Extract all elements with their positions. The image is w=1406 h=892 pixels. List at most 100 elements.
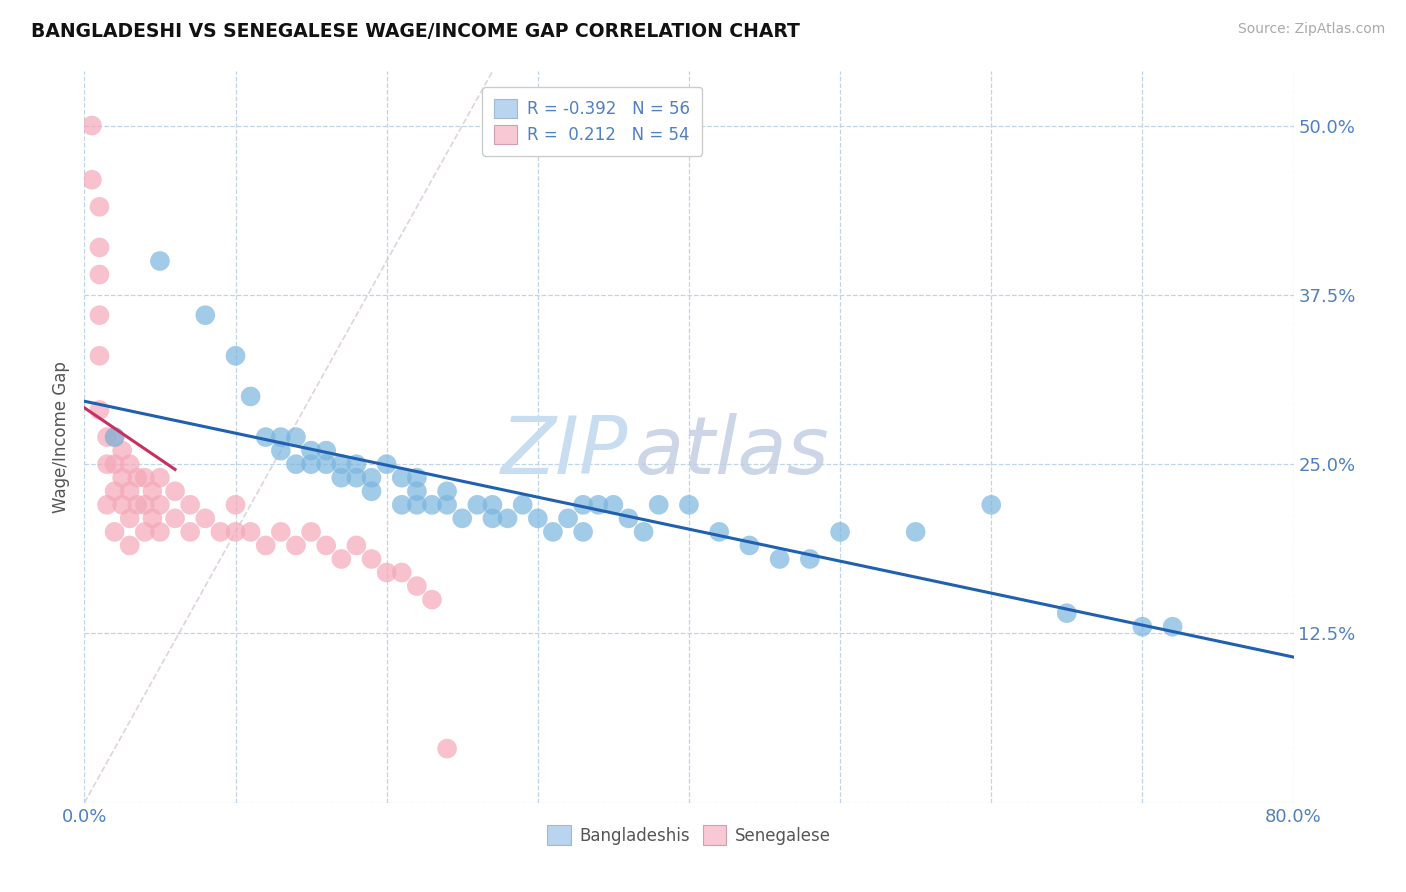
Point — [496, 511, 519, 525]
Point — [225, 349, 247, 363]
Point — [375, 457, 398, 471]
Point — [134, 524, 156, 539]
Point — [111, 498, 134, 512]
Point — [141, 511, 163, 525]
Point — [572, 524, 595, 539]
Point — [769, 552, 792, 566]
Point — [572, 498, 595, 512]
Point — [239, 389, 262, 403]
Point — [104, 524, 127, 539]
Point — [541, 524, 564, 539]
Point — [330, 457, 353, 471]
Point — [360, 484, 382, 499]
Point — [602, 498, 624, 512]
Point — [134, 471, 156, 485]
Point — [239, 524, 262, 539]
Point — [285, 430, 308, 444]
Point — [118, 511, 141, 525]
Point — [799, 552, 821, 566]
Point — [299, 524, 322, 539]
Point — [391, 566, 413, 580]
Point — [209, 524, 232, 539]
Point — [165, 511, 187, 525]
Point — [165, 484, 187, 499]
Point — [527, 511, 550, 525]
Point — [360, 471, 382, 485]
Point — [179, 524, 201, 539]
Text: ZIP: ZIP — [501, 413, 628, 491]
Point — [118, 538, 141, 552]
Point — [111, 443, 134, 458]
Point — [330, 471, 353, 485]
Point — [141, 484, 163, 499]
Point — [111, 471, 134, 485]
Point — [1161, 620, 1184, 634]
Point — [80, 172, 103, 186]
Point — [80, 119, 103, 133]
Point — [315, 443, 337, 458]
Point — [1056, 606, 1078, 620]
Text: atlas: atlas — [634, 413, 830, 491]
Point — [406, 498, 429, 512]
Point — [104, 430, 127, 444]
Point — [633, 524, 655, 539]
Point — [254, 538, 277, 552]
Point — [194, 308, 217, 322]
Point — [709, 524, 731, 539]
Point — [904, 524, 927, 539]
Point — [104, 457, 127, 471]
Point — [89, 403, 111, 417]
Point — [96, 430, 118, 444]
Point — [89, 200, 111, 214]
Point — [406, 484, 429, 499]
Point — [346, 457, 368, 471]
Point — [481, 498, 503, 512]
Point — [375, 566, 398, 580]
Point — [285, 538, 308, 552]
Point — [225, 498, 247, 512]
Point — [194, 511, 217, 525]
Point — [420, 592, 443, 607]
Point — [451, 511, 474, 525]
Legend: Bangladeshis, Senegalese: Bangladeshis, Senegalese — [538, 817, 839, 853]
Point — [179, 498, 201, 512]
Text: BANGLADESHI VS SENEGALESE WAGE/INCOME GAP CORRELATION CHART: BANGLADESHI VS SENEGALESE WAGE/INCOME GA… — [31, 22, 800, 41]
Point — [134, 498, 156, 512]
Point — [270, 524, 292, 539]
Point — [225, 524, 247, 539]
Point — [89, 349, 111, 363]
Point — [270, 443, 292, 458]
Point — [346, 538, 368, 552]
Point — [406, 579, 429, 593]
Point — [270, 430, 292, 444]
Point — [346, 471, 368, 485]
Point — [1130, 620, 1153, 634]
Point — [617, 511, 640, 525]
Point — [588, 498, 610, 512]
Point — [391, 498, 413, 512]
Point — [118, 484, 141, 499]
Point — [299, 443, 322, 458]
Point — [738, 538, 761, 552]
Point — [330, 552, 353, 566]
Point — [299, 457, 322, 471]
Point — [149, 471, 172, 485]
Point — [315, 538, 337, 552]
Point — [285, 457, 308, 471]
Text: Source: ZipAtlas.com: Source: ZipAtlas.com — [1237, 22, 1385, 37]
Point — [315, 457, 337, 471]
Point — [254, 430, 277, 444]
Point — [104, 484, 127, 499]
Point — [406, 471, 429, 485]
Point — [648, 498, 671, 512]
Point — [89, 240, 111, 254]
Point — [512, 498, 534, 512]
Point — [96, 498, 118, 512]
Point — [467, 498, 489, 512]
Point — [149, 254, 172, 268]
Point — [104, 430, 127, 444]
Point — [830, 524, 852, 539]
Point — [127, 498, 149, 512]
Point — [89, 268, 111, 282]
Point — [980, 498, 1002, 512]
